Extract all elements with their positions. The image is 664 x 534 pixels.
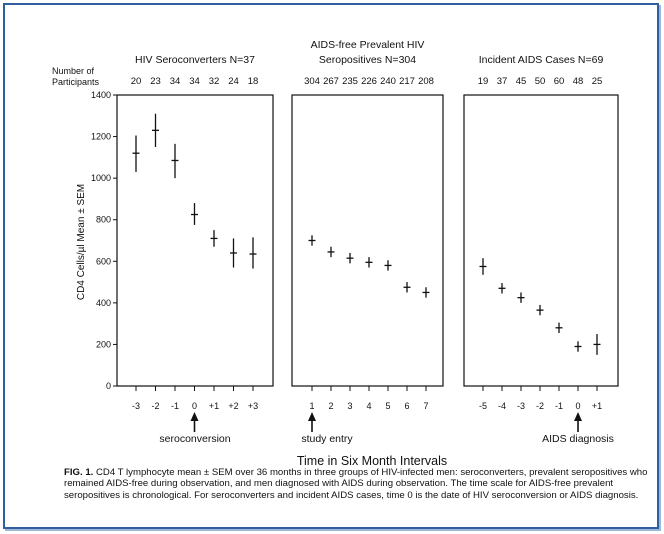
x-tick-label: 6 [404,401,409,411]
panel-1-title: HIV Seroconverters N=37 [135,54,255,66]
x-tick-label: +2 [228,401,238,411]
annotation-label-1: seroconversion [159,433,230,445]
y-tick-label: 400 [96,298,111,308]
participants-count: 50 [535,76,546,87]
participants-count: 304 [304,76,320,87]
participants-count: 60 [554,76,565,87]
participants-label-line2: Participants [52,77,100,87]
caption-lead: FIG. 1. [64,467,94,478]
panel-2-frame [291,94,444,387]
participants-count: 24 [228,76,239,87]
x-tick-label: -5 [479,401,487,411]
annotation-arrow-head [308,412,316,421]
annotation-label-2: study entry [301,433,353,445]
panel-1-frame [116,94,274,387]
panel-3-title: Incident AIDS Cases N=69 [479,54,604,66]
x-tick-label: 0 [575,401,580,411]
x-tick-label: 1 [309,401,314,411]
y-tick-label: 1000 [91,173,111,183]
x-tick-label: -2 [151,401,159,411]
participants-count: 226 [361,76,377,87]
participants-count: 25 [592,76,603,87]
participants-label-line1: Number of [52,66,95,76]
annotation-arrow-head [574,412,582,421]
x-tick-label: +1 [209,401,219,411]
y-tick-label: 600 [96,256,111,266]
y-tick-label: 800 [96,215,111,225]
x-tick-label: 5 [385,401,390,411]
participants-count: 217 [399,76,415,87]
annotation-label-3: AIDS diagnosis [542,433,614,445]
x-tick-label: -1 [171,401,179,411]
y-tick-label: 200 [96,339,111,349]
x-tick-label: -3 [517,401,525,411]
participants-count: 235 [342,76,358,87]
panel-3-frame [463,94,619,387]
x-axis-label: Time in Six Month Intervals [297,454,447,468]
x-tick-label: 0 [192,401,197,411]
participants-count: 37 [497,76,508,87]
x-tick-label: -1 [555,401,563,411]
x-tick-label: 3 [347,401,352,411]
x-tick-label: +1 [592,401,602,411]
y-axis-label: CD4 Cells/µl Mean ± SEM [76,184,87,300]
y-tick-label: 1200 [91,132,111,142]
participants-count: 45 [516,76,527,87]
participants-count: 48 [573,76,584,87]
y-tick-label: 1400 [91,90,111,100]
participants-count: 19 [478,76,489,87]
participants-count: 20 [131,76,142,87]
annotation-arrow-head [190,412,199,421]
x-tick-label: 4 [366,401,371,411]
figure-frame [3,3,659,529]
participants-count: 34 [189,76,200,87]
x-tick-label: -4 [498,401,506,411]
participants-count: 208 [418,76,434,87]
participants-count: 32 [209,76,220,87]
x-tick-label: 2 [328,401,333,411]
panel-2-title-line1: AIDS-free Prevalent HIV [311,39,425,51]
participants-count: 34 [170,76,181,87]
x-tick-label: -2 [536,401,544,411]
x-tick-label: +3 [248,401,258,411]
participants-count: 18 [248,76,259,87]
panel-2-title-line2: Seropositives N=304 [319,54,416,66]
participants-count: 267 [323,76,339,87]
caption-text: CD4 T lymphocyte mean ± SEM over 36 mont… [64,467,648,501]
participants-count: 240 [380,76,396,87]
x-tick-label: -3 [132,401,140,411]
x-tick-label: 7 [423,401,428,411]
y-tick-label: 0 [106,381,111,391]
figure-caption: FIG. 1. CD4 T lymphocyte mean ± SEM over… [64,467,654,501]
participants-count: 23 [150,76,161,87]
